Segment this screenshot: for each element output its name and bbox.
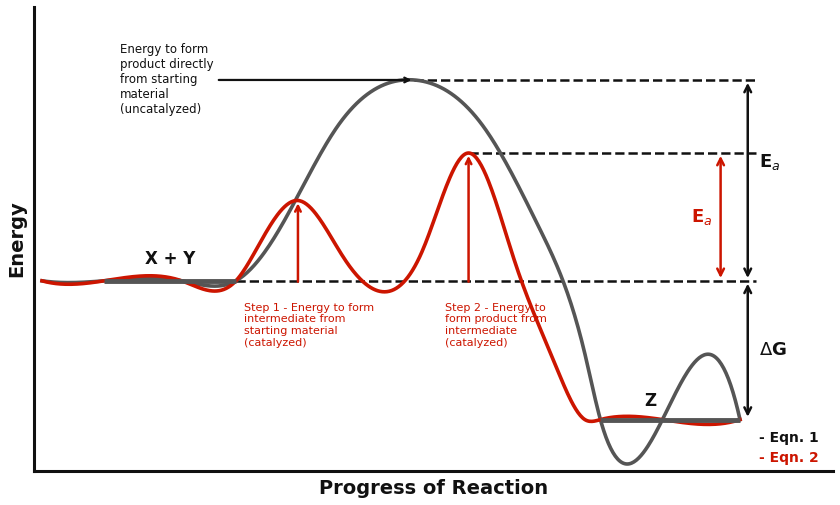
Text: Step 1 - Energy to form
intermediate from
starting material
(catalyzed): Step 1 - Energy to form intermediate fro… <box>244 302 374 347</box>
Text: X + Y: X + Y <box>144 250 195 268</box>
Text: Energy to form
product directly
from starting
material
(uncatalyzed): Energy to form product directly from sta… <box>119 43 409 117</box>
Text: E$_a$: E$_a$ <box>691 207 713 227</box>
Text: $\Delta$G: $\Delta$G <box>759 341 787 359</box>
Y-axis label: Energy: Energy <box>7 200 26 277</box>
Text: E$_a$: E$_a$ <box>759 152 780 172</box>
Text: - Eqn. 2: - Eqn. 2 <box>759 450 819 465</box>
Text: Z: Z <box>645 392 657 411</box>
Text: Step 2 - Energy to
form product from
intermediate
(catalyzed): Step 2 - Energy to form product from int… <box>445 302 547 347</box>
X-axis label: Progress of Reaction: Progress of Reaction <box>319 479 549 498</box>
Text: - Eqn. 1: - Eqn. 1 <box>759 431 819 444</box>
